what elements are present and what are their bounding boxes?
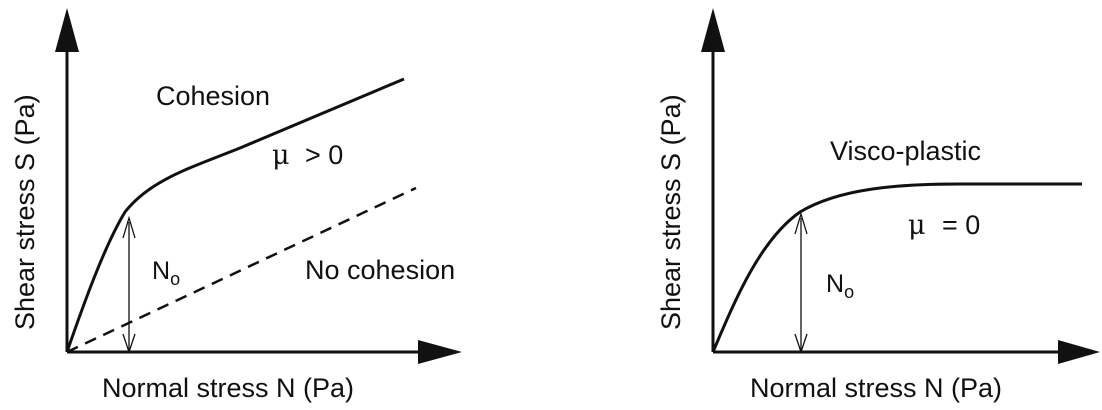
x-axis-arrowhead-right <box>1058 340 1100 364</box>
cohesion-curve <box>65 77 405 353</box>
mu-condition-right: = 0 <box>942 210 980 240</box>
no-cohesion-dashed-line <box>66 186 417 354</box>
threshold-label-right: No <box>826 270 854 302</box>
x-axis-label-left: Normal stress N (Pa) <box>102 373 354 403</box>
visco-plastic-label: Visco-plastic <box>830 136 981 166</box>
threshold-arrowhead-top-right <box>794 211 808 235</box>
threshold-symbol-left: N <box>152 257 170 285</box>
no-cohesion-label: No cohesion <box>305 255 455 285</box>
y-axis-label-left: Shear stress S (Pa) <box>10 94 40 330</box>
threshold-subscript-right: o <box>844 282 854 302</box>
x-axis-arrowhead-left <box>418 340 462 364</box>
mu-symbol-right: μ <box>908 210 926 241</box>
threshold-arrowhead-bottom-right <box>794 333 808 355</box>
y-axis-arrowhead-right <box>701 8 725 52</box>
threshold-arrowhead-bottom-left <box>122 333 136 355</box>
panel-cohesion: Shear stress S (Pa) Normal stress N (Pa)… <box>10 8 462 403</box>
panel-visco-plastic: Shear stress S (Pa) Normal stress N (Pa)… <box>656 8 1100 403</box>
threshold-arrowhead-top-left <box>122 215 136 239</box>
threshold-label-left: No <box>152 257 180 289</box>
visco-plastic-curve <box>711 182 1082 353</box>
y-axis-arrowhead-left <box>55 8 79 52</box>
threshold-symbol-right: N <box>826 270 844 298</box>
threshold-subscript-left: o <box>170 269 180 289</box>
y-axis-label-right: Shear stress S (Pa) <box>656 94 686 330</box>
cohesion-label: Cohesion <box>156 81 270 111</box>
mu-symbol-left: μ <box>272 140 290 171</box>
x-axis-label-right: Normal stress N (Pa) <box>750 373 1002 403</box>
mu-condition-left: > 0 <box>305 140 343 170</box>
